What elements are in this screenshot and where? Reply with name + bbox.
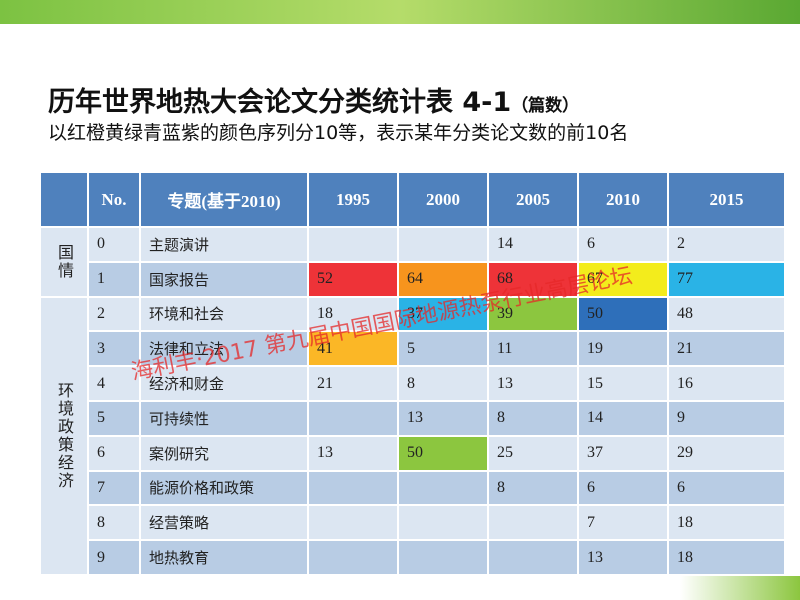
header-cell: No.	[88, 172, 140, 227]
value-cell: 13	[488, 366, 578, 401]
group-label: 环境政策经济	[40, 296, 88, 575]
row-topic: 国家报告	[140, 261, 308, 297]
value-cell: 2	[668, 227, 785, 262]
row-topic: 主题演讲	[140, 227, 308, 262]
value-cell	[488, 505, 578, 541]
value-cell: 67	[578, 261, 668, 297]
value-cell	[488, 540, 578, 575]
value-cell: 39	[488, 296, 578, 332]
header-cell: 2015	[668, 172, 785, 227]
value-cell: 6	[578, 227, 668, 262]
row-no: 4	[88, 366, 140, 401]
value-cell: 8	[488, 401, 578, 436]
unit: （篇数）	[511, 96, 580, 116]
value-cell: 16	[668, 366, 785, 401]
value-cell: 41	[308, 331, 398, 367]
value-cell: 77	[668, 261, 785, 297]
row-no: 6	[88, 435, 140, 471]
row-topic: 经营策略	[140, 505, 308, 541]
title-line: 历年世界地热大会论文分类统计表 4-1（篇数）	[48, 80, 579, 119]
value-cell: 13	[578, 540, 668, 575]
value-cell	[308, 227, 398, 262]
value-cell: 5	[398, 331, 488, 367]
row-no: 0	[88, 227, 140, 262]
header-cell	[40, 172, 88, 227]
value-cell	[398, 470, 488, 506]
header-cell: 2005	[488, 172, 578, 227]
value-cell: 19	[578, 331, 668, 367]
value-cell: 15	[578, 366, 668, 401]
value-cell	[398, 505, 488, 541]
value-cell	[308, 470, 398, 506]
header-cell: 2000	[398, 172, 488, 227]
value-cell	[308, 540, 398, 575]
value-cell: 8	[398, 366, 488, 401]
row-no: 5	[88, 401, 140, 436]
row-topic: 可持续性	[140, 401, 308, 436]
row-topic: 案例研究	[140, 435, 308, 471]
value-cell: 18	[668, 540, 785, 575]
value-cell: 50	[578, 296, 668, 332]
row-topic: 地热教育	[140, 540, 308, 575]
top-band	[0, 0, 800, 24]
row-no: 3	[88, 331, 140, 367]
row-topic: 环境和社会	[140, 296, 308, 332]
value-cell: 29	[668, 435, 785, 471]
value-cell: 21	[668, 331, 785, 367]
value-cell: 64	[398, 261, 488, 297]
value-cell: 25	[488, 435, 578, 471]
header-cell: 1995	[308, 172, 398, 227]
value-cell: 37	[578, 435, 668, 471]
value-cell: 21	[308, 366, 398, 401]
value-cell	[398, 227, 488, 262]
value-cell: 48	[668, 296, 785, 332]
value-cell: 13	[308, 435, 398, 471]
group-label: 国情	[40, 227, 88, 297]
row-topic: 能源价格和政策	[140, 470, 308, 506]
value-cell: 14	[578, 401, 668, 436]
value-cell: 13	[398, 401, 488, 436]
value-cell: 6	[668, 470, 785, 506]
subtitle: 以红橙黄绿青蓝紫的颜色序列分10等，表示某年分类论文数的前10名	[48, 122, 629, 144]
value-cell: 11	[488, 331, 578, 367]
row-topic: 经济和财金	[140, 366, 308, 401]
row-no: 9	[88, 540, 140, 575]
bottom-band	[680, 576, 800, 600]
row-no: 2	[88, 296, 140, 332]
row-no: 7	[88, 470, 140, 506]
row-no: 1	[88, 261, 140, 297]
row-topic: 法律和立法	[140, 331, 308, 367]
header-cell: 2010	[578, 172, 668, 227]
value-cell: 6	[578, 470, 668, 506]
value-cell: 14	[488, 227, 578, 262]
value-cell: 18	[308, 296, 398, 332]
value-cell	[308, 401, 398, 436]
value-cell	[308, 505, 398, 541]
value-cell: 8	[488, 470, 578, 506]
value-cell: 68	[488, 261, 578, 297]
value-cell: 37	[398, 296, 488, 332]
header-cell: 专题(基于2010)	[140, 172, 308, 227]
value-cell: 7	[578, 505, 668, 541]
value-cell: 9	[668, 401, 785, 436]
title: 历年世界地热大会论文分类统计表 4-1	[48, 87, 512, 118]
value-cell	[398, 540, 488, 575]
value-cell: 52	[308, 261, 398, 297]
value-cell: 50	[398, 435, 488, 471]
row-no: 8	[88, 505, 140, 541]
value-cell: 18	[668, 505, 785, 541]
